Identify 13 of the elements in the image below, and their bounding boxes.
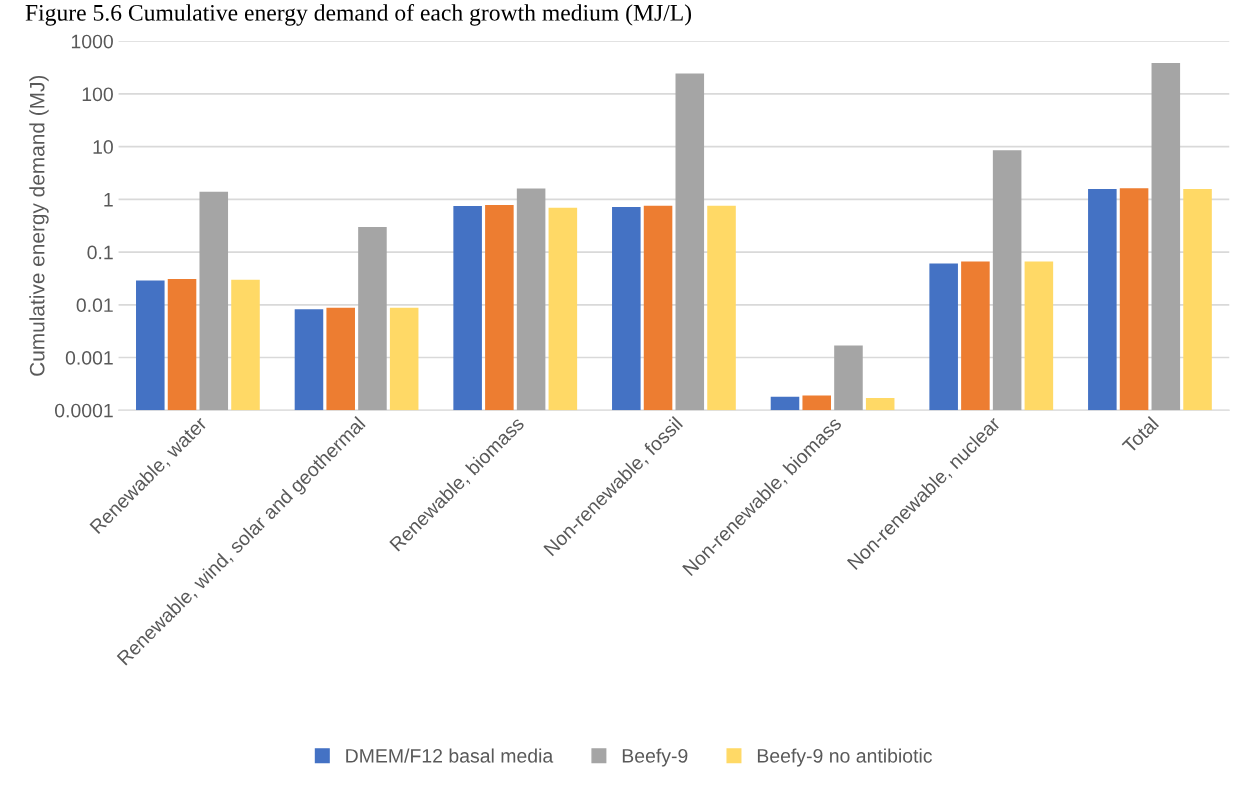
y-axis-title: Cumulative energy demand (MJ) xyxy=(29,75,49,376)
y-tick-label: 100 xyxy=(82,87,113,102)
y-tick-label: 10 xyxy=(93,140,113,154)
y-tick-label: 0.001 xyxy=(65,351,113,365)
y-tick-label: 0.0001 xyxy=(54,403,113,418)
y-tick-label: 1 xyxy=(104,193,113,207)
legend-label: DMEM/F12 basal media xyxy=(346,748,554,763)
y-tick-label: 0.1 xyxy=(87,245,113,260)
y-tick-label: 1000 xyxy=(71,34,113,49)
y-tick-label: 0.01 xyxy=(76,298,113,313)
legend-label: Beefy-9 no antibiotic xyxy=(757,748,932,767)
chart-title: Figure 5.6 Cumulative energy demand of each growth medium (MJ/L) xyxy=(25,3,692,26)
legend-label: Beefy-9 xyxy=(622,748,688,767)
